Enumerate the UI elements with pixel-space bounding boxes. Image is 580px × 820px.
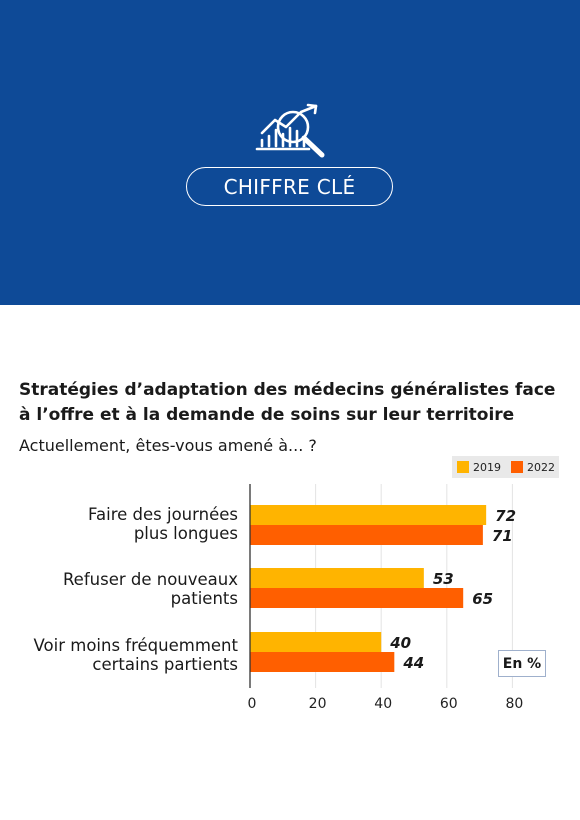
data-label-2019: 40 [389,634,411,652]
data-label-2019: 53 [433,570,454,588]
x-tick-label: 20 [309,696,327,712]
x-tick-label: 40 [374,696,392,712]
chart-title-line-1: Stratégies d’adaptation des médecins gén… [19,380,556,400]
unit-label: En % [498,650,546,677]
chart-title: Stratégies d’adaptation des médecins gén… [19,378,559,428]
data-label-2019: 72 [495,507,516,525]
data-label-2022: 65 [472,590,493,608]
bar-2022 [250,525,483,545]
bar-2019 [250,632,382,652]
chart-subtitle: Actuellement, êtes-vous amené à... ? [19,436,317,455]
bar-2019 [250,505,487,525]
category-label-longer-days: Faire des journées plus longues [0,505,238,543]
key-figure-badge: CHIFFRE CLÉ [186,167,393,206]
category-label-line: plus longues [133,524,238,543]
legend-swatch-2022 [511,461,523,473]
category-label-line: Faire des journées [88,505,238,524]
legend-item-2019: 2019 [457,461,501,474]
bar-2019 [250,568,424,588]
legend-label-2022: 2022 [527,460,555,474]
chart-title-line-2: à l’offre et à la demande de soins sur l… [19,405,515,425]
bar-2022 [250,588,464,608]
header-banner: CHIFFRE CLÉ [0,0,580,305]
legend-label-2019: 2019 [473,460,501,474]
legend-swatch-2019 [457,461,469,473]
x-tick-label: 60 [440,696,458,712]
legend-item-2022: 2022 [511,461,555,474]
category-label-line: patients [170,589,238,608]
category-label-see-less-often: Voir moins fréquemment certains partient… [0,636,238,674]
category-label-refuse-patients: Refuser de nouveaux patients [0,570,238,608]
data-label-2022: 44 [402,654,424,672]
x-tick-label: 0 [248,696,257,712]
chart-legend: 2019 2022 [452,456,559,478]
bar-2022 [250,652,395,672]
chart-magnifier-icon [255,103,325,158]
category-label-line: Voir moins fréquemment [33,636,238,655]
category-label-line: Refuser de nouveaux [62,570,238,589]
x-tick-label: 80 [505,696,523,712]
data-label-2022: 71 [492,527,513,545]
category-label-line: certains partients [92,655,238,674]
